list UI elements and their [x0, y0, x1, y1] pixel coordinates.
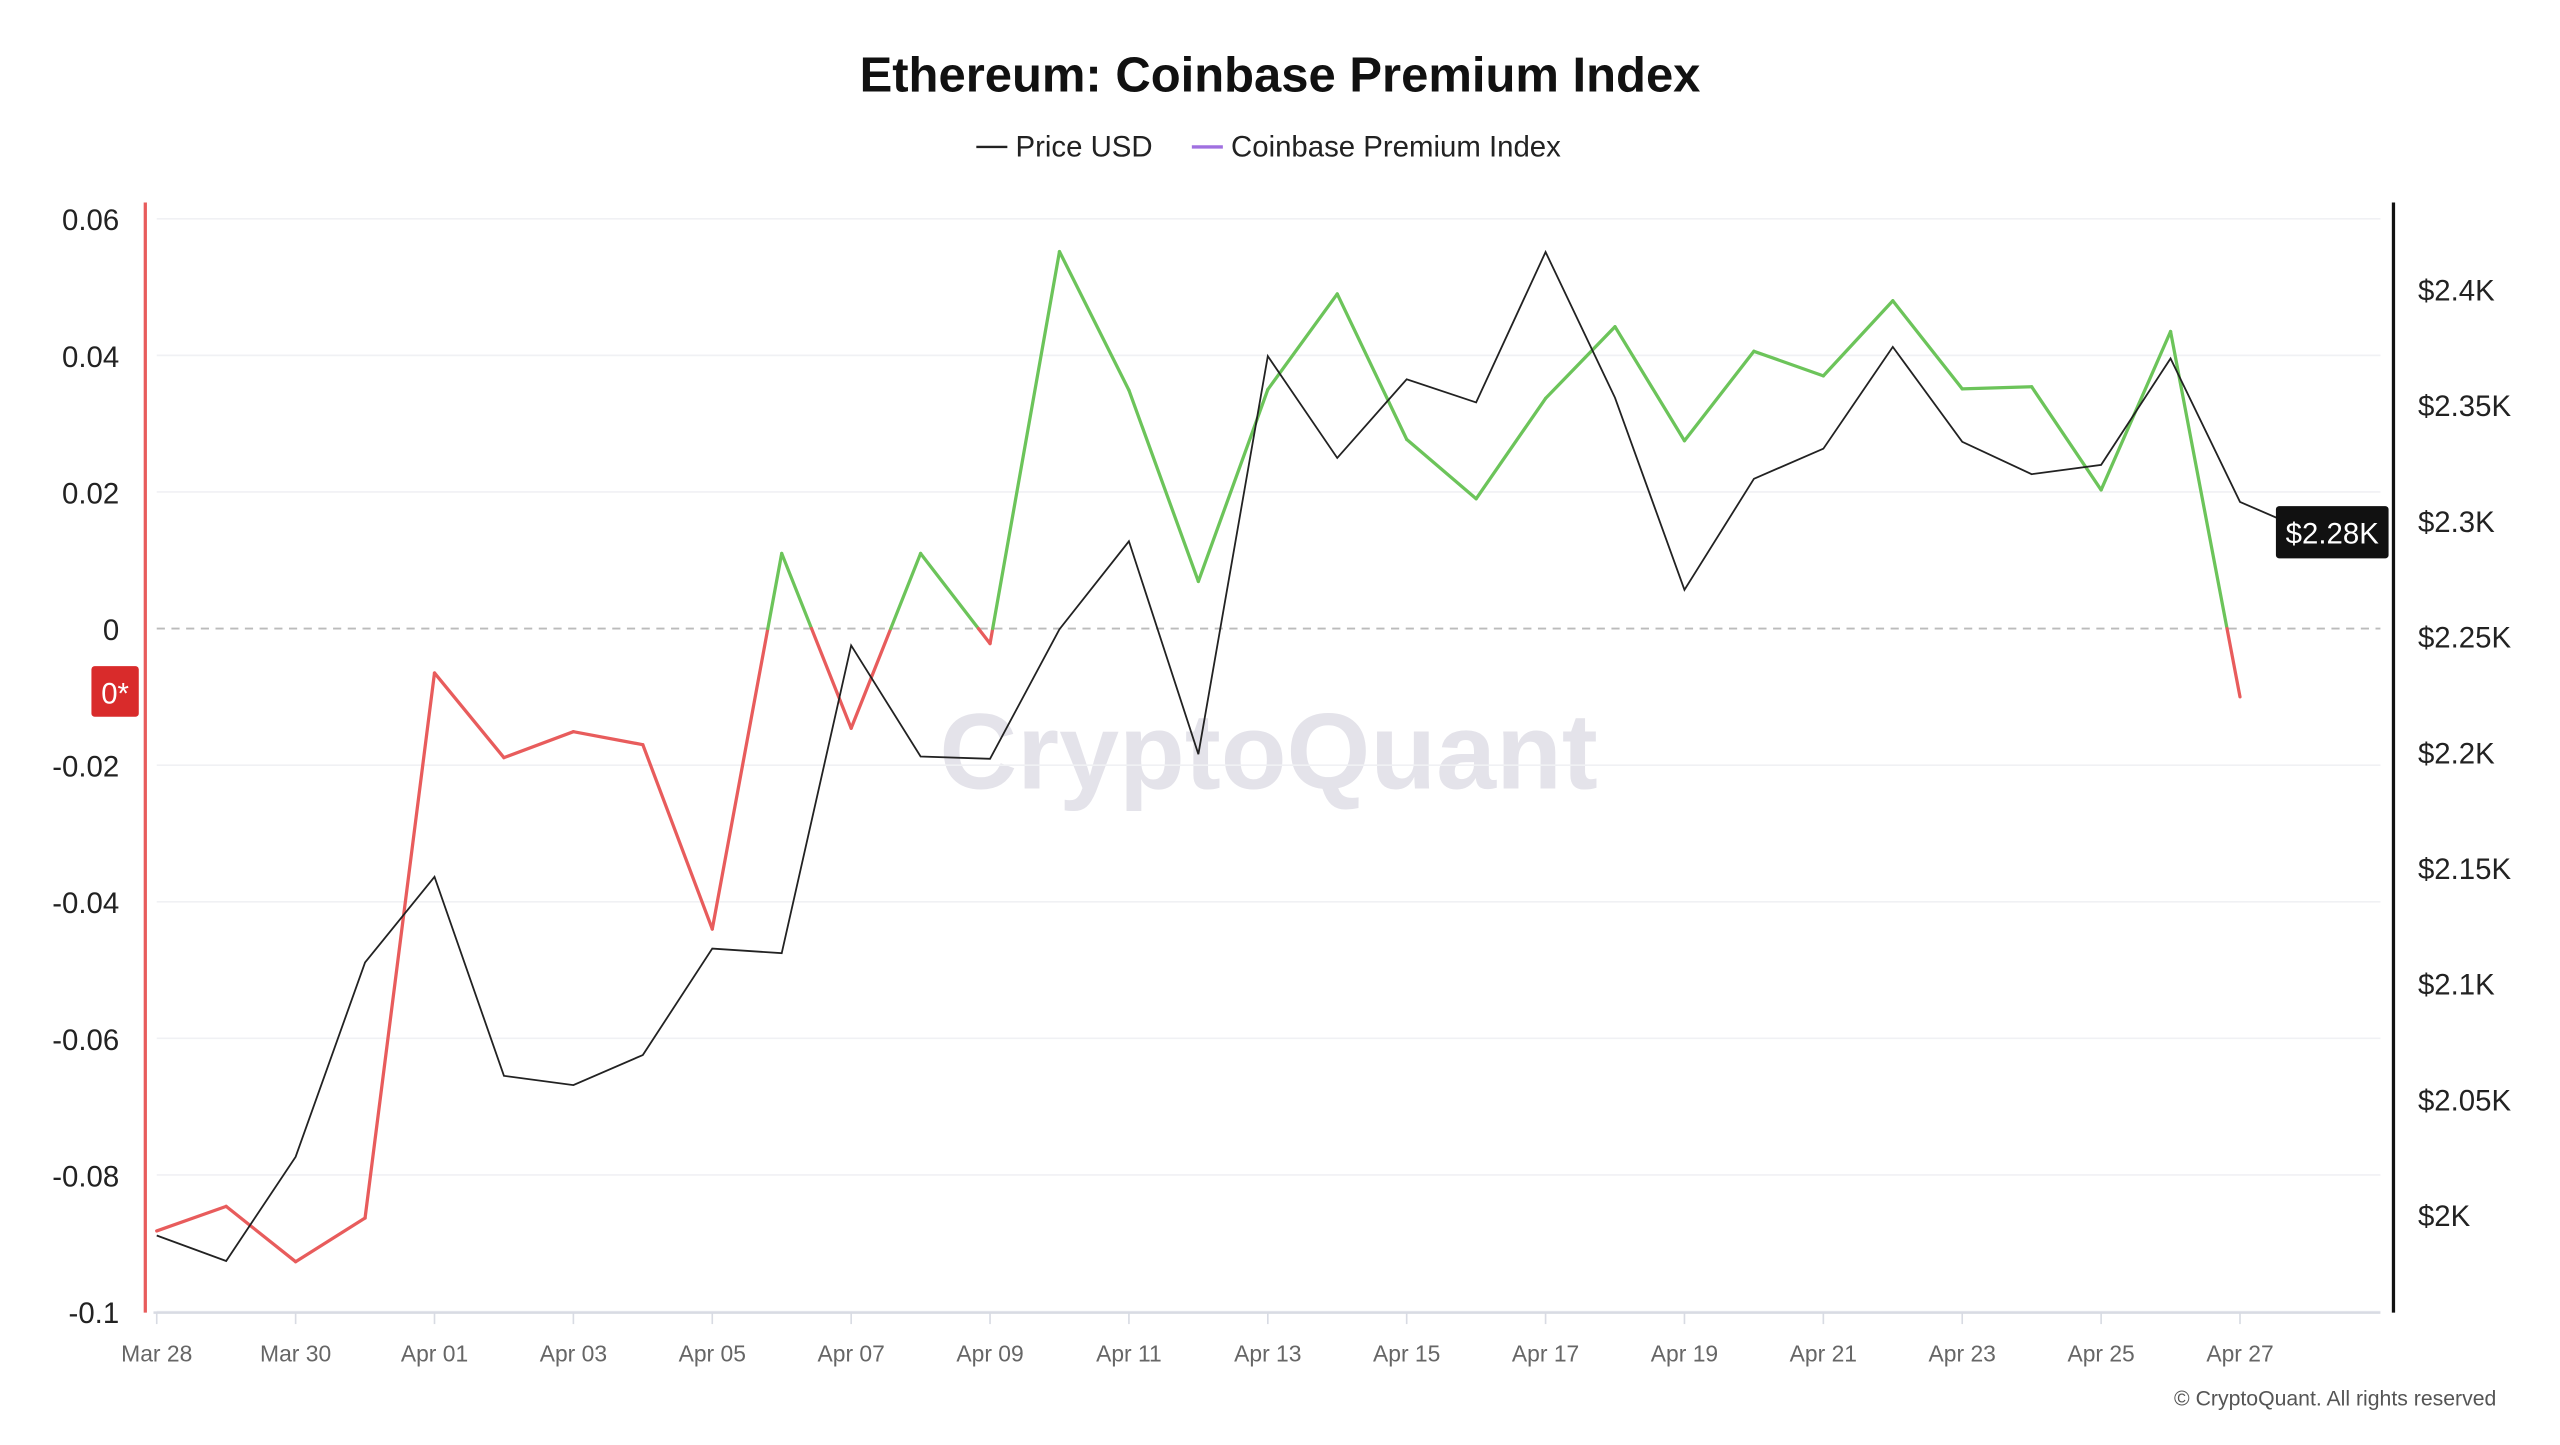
x-tick-label: Mar 28 — [121, 1341, 192, 1367]
premium-segment — [365, 673, 434, 1218]
right-tick-label: $2.3K — [2418, 506, 2495, 539]
right-tick-label: $2.15K — [2418, 853, 2512, 886]
premium-segment — [712, 629, 768, 930]
premium-segment — [1684, 351, 1753, 440]
left-tick-label: 0.06 — [62, 204, 119, 237]
copyright: © CryptoQuant. All rights reserved — [2174, 1388, 2496, 1411]
x-tick-label: Apr 19 — [1651, 1341, 1718, 1367]
zero-marker-label: 0* — [101, 678, 129, 711]
x-tick-label: Apr 07 — [818, 1341, 885, 1367]
left-tick-label: -0.04 — [52, 887, 119, 920]
x-tick-label: Apr 15 — [1373, 1341, 1440, 1367]
premium-segment — [296, 1218, 365, 1262]
premium-segment — [226, 1206, 295, 1261]
premium-segment — [1823, 301, 1892, 376]
right-tick-label: $2.35K — [2418, 390, 2512, 423]
x-tick-label: Apr 13 — [1234, 1341, 1301, 1367]
premium-segment — [921, 553, 979, 628]
premium-segment — [1059, 252, 1128, 391]
left-tick-label: -0.1 — [69, 1297, 120, 1330]
legend-item-premium[interactable]: Coinbase Premium Index — [1192, 131, 1561, 164]
x-tick-label: Apr 21 — [1790, 1341, 1857, 1367]
left-tick-label: -0.06 — [52, 1024, 119, 1057]
right-tick-label: $2.05K — [2418, 1084, 2512, 1117]
legend-item-price[interactable]: Price USD — [976, 131, 1152, 164]
premium-segment — [1476, 398, 1545, 498]
left-tick-label: 0 — [103, 614, 119, 647]
premium-segment — [504, 732, 573, 758]
x-tick-label: Apr 25 — [2067, 1341, 2134, 1367]
right-tick-label: $2.25K — [2418, 622, 2512, 655]
left-tick-label: 0.04 — [62, 341, 119, 374]
x-tick-label: Apr 27 — [2206, 1341, 2273, 1367]
current-price-label: $2.28K — [2286, 518, 2380, 551]
zero-marker-badge: 0* — [91, 666, 138, 717]
premium-segment — [891, 553, 921, 628]
premium-segment — [978, 629, 990, 644]
left-axis: 0.06 0.04 0.02 0 -0.02 -0.04 -0.06 -0.08 -0.1 — [52, 204, 119, 1330]
premium-segment — [1615, 327, 1684, 441]
left-tick-label: -0.02 — [52, 751, 119, 784]
x-axis: Mar 28 Mar 30 Apr 01 Apr 03 Apr 05 Apr 07 Apr … — [121, 1313, 2273, 1367]
current-price-badge: $2.28K — [2276, 506, 2389, 558]
x-tick-label: Apr 23 — [1929, 1341, 1996, 1367]
premium-segment — [2032, 387, 2101, 490]
premium-segment — [1129, 390, 1198, 581]
legend-price-label: Price USD — [1016, 131, 1153, 164]
right-axis: $2.4K $2.35K $2.3K $2.25K $2.2K $2.15K $2.1K $2… — [2418, 274, 2512, 1233]
premium-segment — [1893, 301, 1962, 389]
premium-segment — [2227, 629, 2240, 697]
premium-segment — [1268, 294, 1337, 390]
premium-segment — [812, 629, 852, 729]
x-tick-label: Apr 09 — [956, 1341, 1023, 1367]
x-tick-label: Apr 01 — [401, 1341, 468, 1367]
premium-segment — [573, 732, 642, 745]
legend-premium-label: Coinbase Premium Index — [1231, 131, 1561, 164]
x-tick-label: Apr 11 — [1096, 1341, 1162, 1367]
premium-segment — [1962, 387, 2031, 389]
chart-title: Ethereum: Coinbase Premium Index — [860, 48, 1701, 102]
right-tick-label: $2K — [2418, 1200, 2471, 1233]
x-tick-label: Apr 03 — [540, 1341, 607, 1367]
x-tick-label: Apr 05 — [679, 1341, 746, 1367]
left-tick-label: -0.08 — [52, 1160, 119, 1193]
right-tick-label: $2.4K — [2418, 274, 2495, 307]
left-tick-label: 0.02 — [62, 477, 119, 510]
premium-segment — [768, 553, 782, 628]
premium-segment — [990, 629, 993, 644]
premium-segment — [157, 1206, 226, 1231]
legend: Price USD Coinbase Premium Index — [976, 131, 1561, 164]
watermark: CryptoQuant — [939, 691, 1597, 812]
premium-segment — [435, 673, 504, 758]
x-tick-label: Mar 30 — [260, 1341, 331, 1367]
premium-segment — [1546, 327, 1615, 399]
right-tick-label: $2.1K — [2418, 969, 2495, 1002]
premium-segment — [1407, 439, 1476, 498]
grid — [157, 219, 2381, 1312]
right-tick-label: $2.2K — [2418, 737, 2495, 770]
x-tick-label: Apr 17 — [1512, 1341, 1579, 1367]
premium-segment — [782, 553, 812, 628]
premium-segment — [993, 252, 1060, 629]
